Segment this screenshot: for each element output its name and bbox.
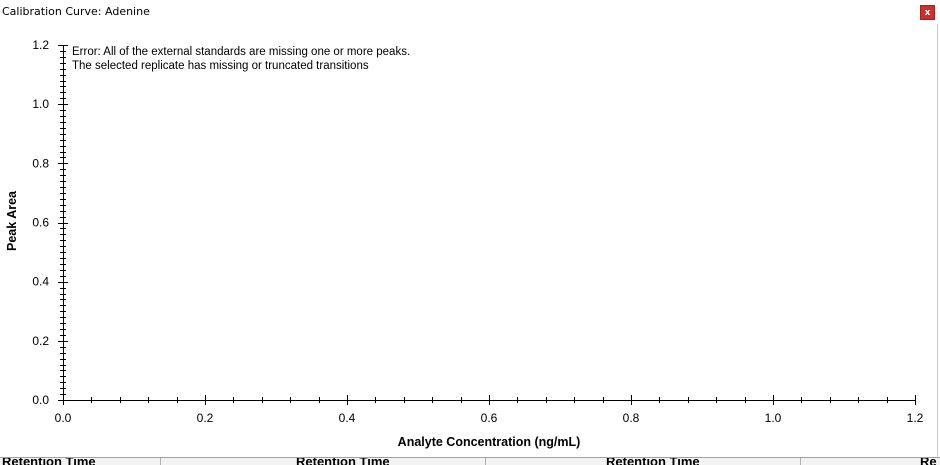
x-tick-label: 0.4 <box>339 411 356 425</box>
column-header: Retention Time <box>296 457 390 465</box>
x-tick-label: 1.2 <box>907 411 924 425</box>
background-grid-header: Retention Time Retention Time Retention … <box>0 457 940 465</box>
column-divider <box>485 458 486 465</box>
y-tick-label: 0.6 <box>32 216 49 230</box>
column-divider <box>800 458 801 465</box>
x-tick-label: 0.2 <box>197 411 214 425</box>
x-tick-label: 0.0 <box>55 411 72 425</box>
window-title: Calibration Curve: Adenine <box>2 5 150 18</box>
close-icon: x <box>924 7 931 18</box>
error-message-line2: The selected replicate has missing or tr… <box>72 60 369 72</box>
window-edge <box>937 24 938 458</box>
y-tick-label: 1.2 <box>32 38 49 52</box>
column-divider <box>160 458 161 465</box>
column-header: Retention Time <box>2 457 96 465</box>
column-header: Retention Time <box>606 457 700 465</box>
title-bar: Calibration Curve: Adenine x <box>0 0 940 24</box>
y-axis-label: Peak Area <box>5 190 19 251</box>
x-axis-label: Analyte Concentration (ng/mL) <box>398 435 581 449</box>
close-button[interactable]: x <box>920 5 935 20</box>
y-tick-label: 0.8 <box>32 156 49 170</box>
axes <box>63 45 915 401</box>
column-header: Re <box>920 457 937 465</box>
x-tick-label: 1.0 <box>765 411 782 425</box>
y-tick-label: 1.0 <box>32 97 49 111</box>
ticks: 0.0 0.2 0.4 0.6 0.8 1.0 1.2 0.0 0.2 0.4 0.6 0.8 1.0 1… <box>32 38 923 425</box>
y-tick-label: 0.4 <box>32 275 49 289</box>
y-tick-label: 0.2 <box>32 334 49 348</box>
y-tick-label: 0.0 <box>32 393 49 407</box>
x-tick-label: 0.8 <box>623 411 640 425</box>
x-tick-label: 0.6 <box>481 411 498 425</box>
error-message-line1: Error: All of the external standards are… <box>72 46 410 58</box>
